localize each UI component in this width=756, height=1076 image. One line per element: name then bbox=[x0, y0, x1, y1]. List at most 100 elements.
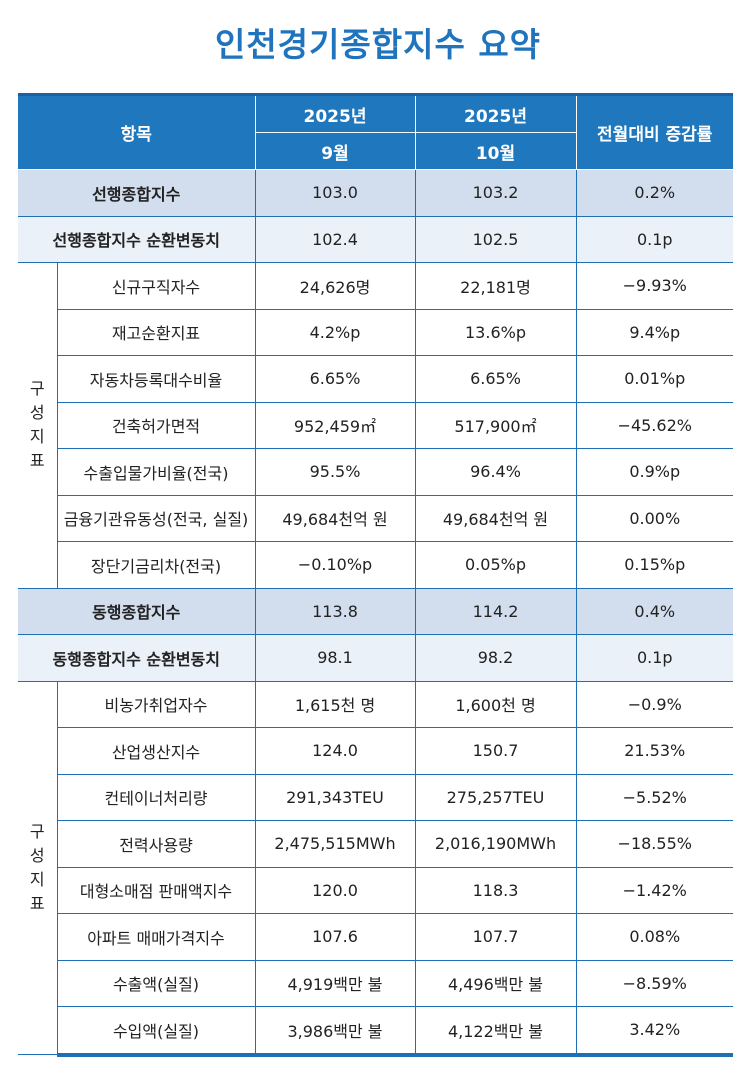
value-sep: −0.10%p bbox=[254, 541, 416, 589]
row-label: 대형소매점 판매액지수 bbox=[57, 866, 256, 914]
value-sep: 113.8 bbox=[254, 587, 416, 635]
value-oct: 98.2 bbox=[414, 634, 577, 682]
value-oct: 22,181명 bbox=[414, 262, 577, 310]
value-sep: 120.0 bbox=[254, 866, 416, 914]
value-oct: 114.2 bbox=[414, 587, 577, 635]
row-label: 동행종합지수 bbox=[18, 587, 256, 635]
table-row: 아파트 매매가격지수 107.6 107.7 0.08% bbox=[18, 913, 733, 961]
value-change: −9.93% bbox=[575, 262, 733, 310]
row-label: 재고순환지표 bbox=[57, 308, 256, 356]
value-oct: 0.05%p bbox=[414, 541, 577, 589]
value-oct: 102.5 bbox=[414, 215, 577, 263]
value-change: 21.53% bbox=[575, 727, 733, 775]
table-row: 전력사용량 2,475,515MWh 2,016,190MWh −18.55% bbox=[18, 820, 733, 868]
group-label-char: 구 bbox=[29, 821, 45, 841]
header-change: 전월대비 증감률 bbox=[575, 93, 733, 170]
value-sep: 24,626명 bbox=[254, 262, 416, 310]
value-change: 0.00% bbox=[575, 494, 733, 542]
value-sep: 952,459㎡ bbox=[254, 401, 416, 449]
value-change: −45.62% bbox=[575, 401, 733, 449]
value-sep: 124.0 bbox=[254, 727, 416, 775]
value-oct: 13.6%p bbox=[414, 308, 577, 356]
value-change: 0.01%p bbox=[575, 355, 733, 403]
table-row: 구 성 지 표 신규구직자수 24,626명 22,181명 −9.93% bbox=[18, 262, 733, 589]
value-sep: 291,343TEU bbox=[254, 773, 416, 821]
table-row: 재고순환지표 4.2%p 13.6%p 9.4%p bbox=[18, 308, 733, 356]
coincident-cycle-row: 동행종합지수 순환변동치 98.1 98.2 0.1p bbox=[18, 634, 733, 682]
value-change: 3.42% bbox=[575, 1006, 733, 1057]
value-sep: 95.5% bbox=[254, 448, 416, 496]
row-label: 산업생산지수 bbox=[57, 727, 256, 775]
row-label: 건축허가면적 bbox=[57, 401, 256, 449]
header-month-sep: 9월 bbox=[255, 132, 416, 170]
row-label: 수출액(실질) bbox=[57, 959, 256, 1007]
row-label: 비농가취업자수 bbox=[56, 680, 256, 728]
value-change: −18.55% bbox=[575, 820, 733, 868]
value-sep: 1,615천 명 bbox=[254, 680, 416, 728]
value-sep: 102.4 bbox=[254, 215, 416, 263]
row-label: 수입액(실질) bbox=[57, 1006, 256, 1057]
value-sep: 6.65% bbox=[254, 355, 416, 403]
group-label-char: 구 bbox=[29, 379, 45, 399]
value-oct: 517,900㎡ bbox=[414, 401, 577, 449]
value-oct: 4,122백만 불 bbox=[414, 1006, 577, 1057]
value-sep: 3,986백만 불 bbox=[254, 1006, 416, 1057]
value-change: 0.9%p bbox=[575, 448, 733, 496]
value-oct: 96.4% bbox=[414, 448, 577, 496]
row-label: 선행종합지수 순환변동치 bbox=[18, 215, 256, 263]
value-sep: 98.1 bbox=[254, 634, 416, 682]
table-row: 컨테이너처리량 291,343TEU 275,257TEU −5.52% bbox=[18, 773, 733, 821]
table-row: 산업생산지수 124.0 150.7 21.53% bbox=[18, 727, 733, 775]
row-label: 장단기금리차(전국) bbox=[57, 541, 256, 589]
table-row: 구 성 지 표 비농가취업자수 1,615천 명 1,600천 명 −0.9% bbox=[18, 680, 733, 1055]
value-oct: 4,496백만 불 bbox=[414, 959, 577, 1007]
row-label: 동행종합지수 순환변동치 bbox=[18, 634, 256, 682]
table-row: 금융기관유동성(전국, 실질) 49,684천억 원 49,684천억 원 0.00% bbox=[18, 494, 733, 542]
header-item: 항목 bbox=[18, 93, 256, 170]
table-row: 대형소매점 판매액지수 120.0 118.3 −1.42% bbox=[18, 866, 733, 914]
value-change: 0.15%p bbox=[575, 541, 733, 589]
value-oct: 118.3 bbox=[414, 866, 577, 914]
row-label: 아파트 매매가격지수 bbox=[57, 913, 256, 961]
row-label: 자동차등록대수비율 bbox=[57, 355, 256, 403]
coincident-composite-row: 동행종합지수 113.8 114.2 0.4% bbox=[18, 587, 733, 635]
value-oct: 107.7 bbox=[414, 913, 577, 961]
value-change: 0.2% bbox=[575, 169, 733, 217]
value-oct: 6.65% bbox=[414, 355, 577, 403]
table-row: 수출액(실질) 4,919백만 불 4,496백만 불 −8.59% bbox=[18, 959, 733, 1007]
value-change: −8.59% bbox=[575, 959, 733, 1007]
table-row: 수입액(실질) 3,986백만 불 4,122백만 불 3.42% bbox=[18, 1006, 733, 1057]
value-change: 0.1p bbox=[575, 634, 733, 682]
group-label-char: 성 bbox=[29, 845, 45, 865]
group-label-char: 표 bbox=[29, 451, 45, 471]
value-sep: 2,475,515MWh bbox=[254, 820, 416, 868]
row-label: 금융기관유동성(전국, 실질) bbox=[57, 494, 256, 542]
value-sep: 103.0 bbox=[254, 169, 416, 217]
row-label: 컨테이너처리량 bbox=[57, 773, 256, 821]
value-sep: 49,684천억 원 bbox=[254, 494, 416, 542]
value-sep: 4,919백만 불 bbox=[254, 959, 416, 1007]
value-oct: 1,600천 명 bbox=[414, 680, 577, 728]
value-oct: 49,684천억 원 bbox=[414, 494, 577, 542]
table-row: 건축허가면적 952,459㎡ 517,900㎡ −45.62% bbox=[18, 401, 733, 449]
leading-cycle-row: 선행종합지수 순환변동치 102.4 102.5 0.1p bbox=[18, 215, 733, 263]
header-year-oct: 2025년 bbox=[414, 93, 577, 133]
table-row: 장단기금리차(전국) −0.10%p 0.05%p 0.15%p bbox=[18, 541, 733, 589]
value-change: 0.4% bbox=[575, 587, 733, 635]
value-oct: 150.7 bbox=[414, 727, 577, 775]
leading-composite-row: 선행종합지수 103.0 103.2 0.2% bbox=[18, 169, 733, 217]
table-row: 자동차등록대수비율 6.65% 6.65% 0.01%p bbox=[18, 355, 733, 403]
group-label-char: 지 bbox=[29, 869, 45, 889]
value-change: −0.9% bbox=[575, 680, 733, 728]
table-row: 수출입물가비율(전국) 95.5% 96.4% 0.9%p bbox=[18, 448, 733, 496]
value-sep: 4.2%p bbox=[254, 308, 416, 356]
header-month-oct: 10월 bbox=[414, 132, 576, 170]
group-label-char: 지 bbox=[29, 427, 45, 447]
value-change: 9.4%p bbox=[575, 308, 733, 356]
row-label: 신규구직자수 bbox=[56, 262, 256, 310]
index-summary-table: 항목 2025년 2025년 전월대비 증감률 9월 10월 선행종합지수 103… bbox=[18, 93, 733, 1057]
row-label: 선행종합지수 bbox=[18, 169, 256, 217]
value-sep: 107.6 bbox=[254, 913, 416, 961]
